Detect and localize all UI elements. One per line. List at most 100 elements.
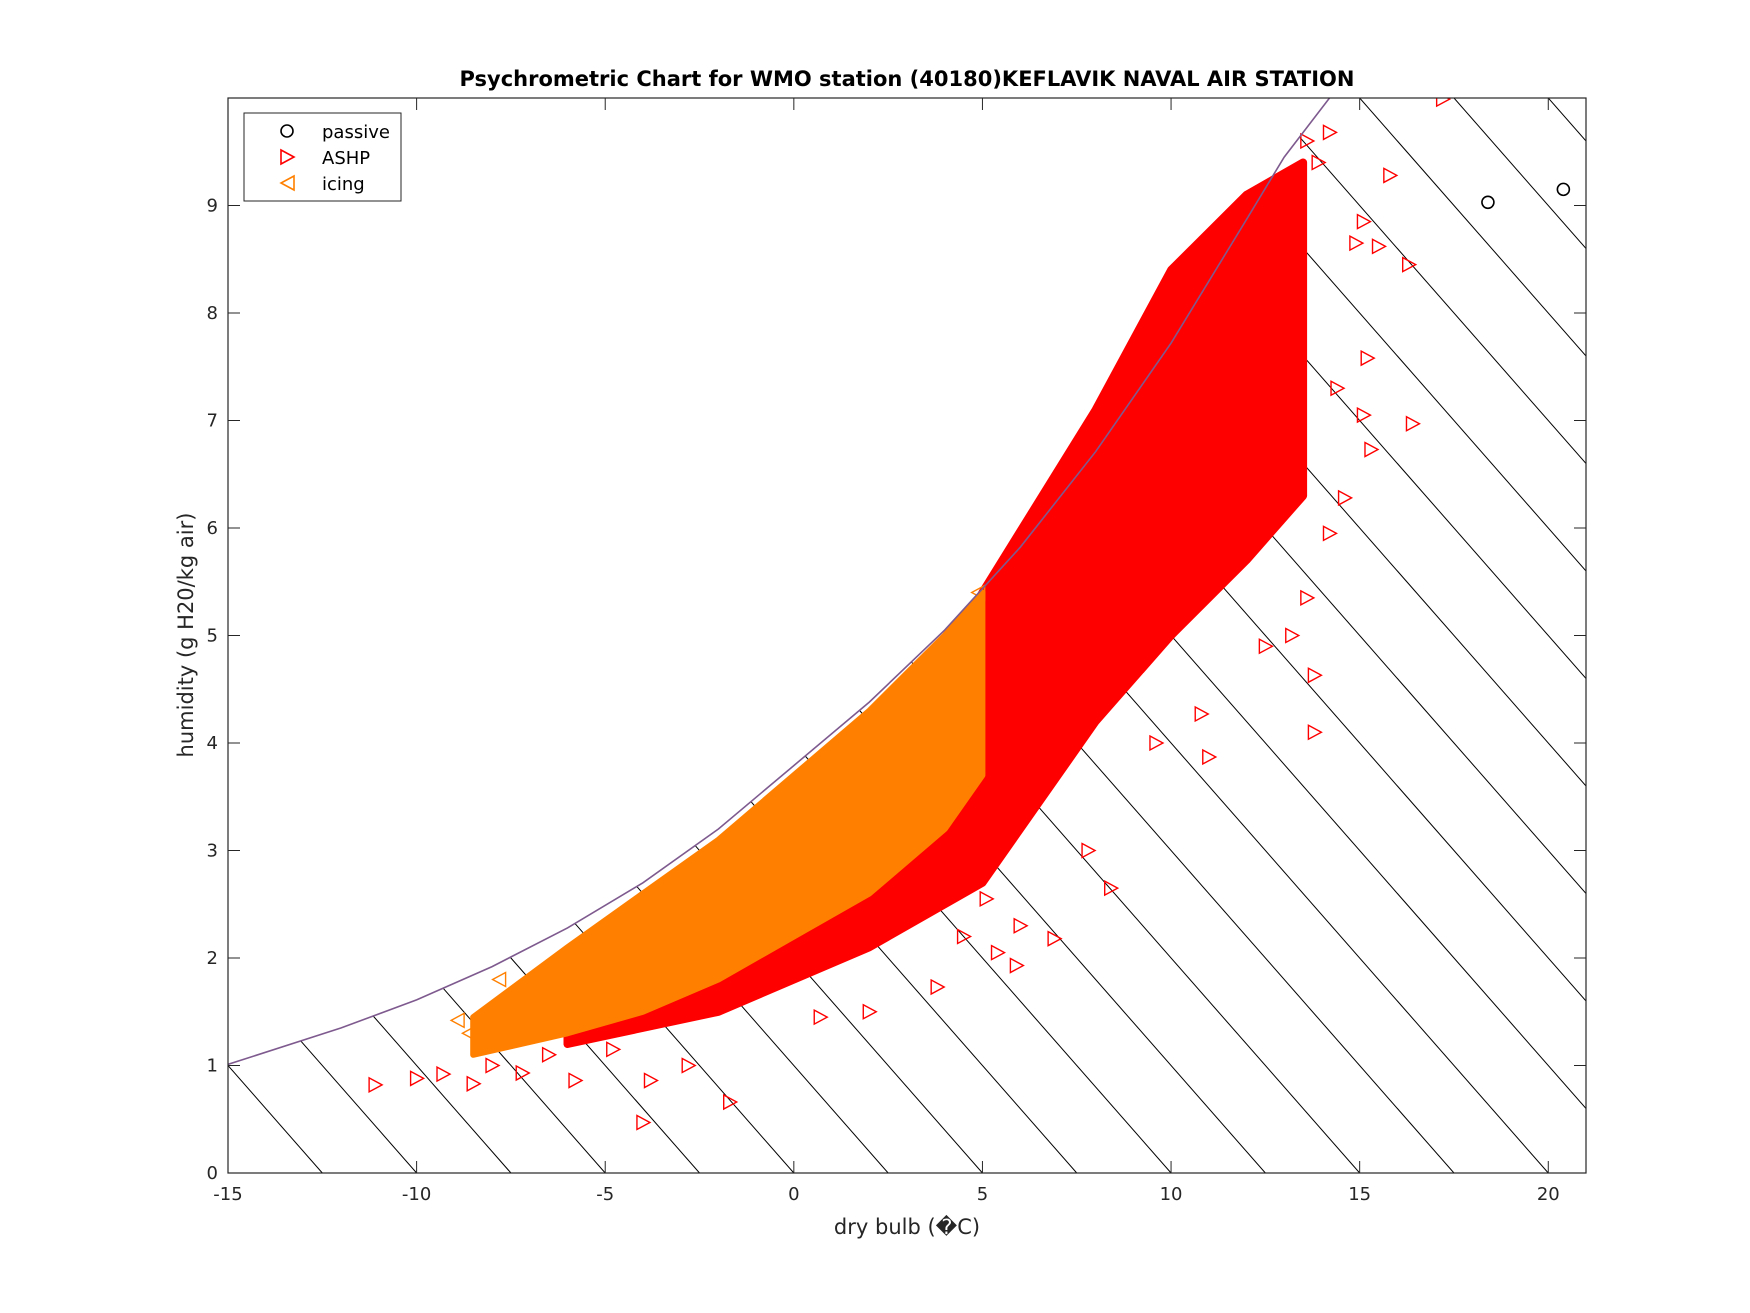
x-axis: -15 -10 -5 0 5 10 15 20 <box>213 98 1560 1205</box>
y-axis: 0 1 2 3 4 5 6 7 8 9 <box>207 196 1586 1184</box>
ashp-point <box>930 978 946 996</box>
enthalpy-line <box>1258 198 1586 572</box>
icing-dense-cloud <box>470 589 986 1058</box>
ashp-point <box>813 1008 829 1026</box>
enthalpy-line <box>1359 98 1586 357</box>
icing-point <box>487 1016 503 1033</box>
chart-title: Psychrometric Chart for WMO station (401… <box>459 67 1354 91</box>
y-tick-label: 6 <box>207 518 218 539</box>
ashp-point <box>1435 98 1452 108</box>
ashp-point <box>1258 638 1274 655</box>
ashp-point <box>643 1072 659 1089</box>
ashp-point <box>1300 132 1316 150</box>
ashp-point <box>1013 917 1029 934</box>
ashp-point <box>1307 667 1323 684</box>
y-tick-label: 2 <box>207 948 218 969</box>
icing-point <box>615 922 631 940</box>
legend-entry-ashp: ASHP <box>280 148 370 169</box>
ashp-point <box>466 1075 482 1092</box>
legend-box <box>243 112 402 202</box>
enthalpy-line <box>300 1040 417 1173</box>
y-tick-label: 7 <box>207 411 218 432</box>
ashp-point <box>568 1072 584 1089</box>
ashp-point <box>1364 441 1380 458</box>
legend: passive ASHP icing <box>243 112 402 202</box>
ashp-point <box>606 1041 622 1058</box>
icing-point <box>917 659 933 676</box>
ashp-point <box>723 1093 739 1111</box>
icing-point <box>762 820 778 838</box>
icing-point <box>834 740 850 757</box>
ashp-point <box>1371 238 1388 255</box>
icing-point <box>566 976 582 994</box>
passive-point <box>1481 195 1495 210</box>
ashp-point <box>1330 380 1346 397</box>
icing-point <box>460 1025 477 1042</box>
icing-point <box>679 883 695 900</box>
ashp-point <box>1383 167 1399 184</box>
ashp-point <box>1349 234 1365 252</box>
ashp-point <box>1285 627 1301 644</box>
icing-point <box>970 584 986 601</box>
ashp-point <box>409 1070 426 1087</box>
legend-marker-icing <box>279 174 295 192</box>
ashp-point <box>1202 748 1218 766</box>
y-tick-label: 4 <box>207 733 218 754</box>
ashp-point <box>1322 124 1338 141</box>
icing-point <box>491 971 507 988</box>
ashp-point <box>1081 842 1097 859</box>
ashp-point <box>485 1057 501 1074</box>
icing-point <box>728 836 744 854</box>
ashp-point <box>1149 734 1165 752</box>
ashp-point <box>1104 879 1120 897</box>
icing-point <box>653 896 669 913</box>
x-tick-label: 5 <box>977 1184 988 1205</box>
ashp-point <box>1194 705 1210 723</box>
ashp-point <box>1405 415 1421 432</box>
x-tick-label: -15 <box>213 1184 242 1205</box>
legend-label-passive: passive <box>322 122 390 143</box>
legend-label-ashp: ASHP <box>322 148 370 169</box>
icing-point <box>860 707 876 725</box>
legend-entry-passive: passive <box>280 122 390 143</box>
legend-marker-ashp <box>280 148 296 166</box>
y-tick-label: 9 <box>207 196 218 217</box>
passive-point <box>1556 182 1571 197</box>
ashp-point <box>436 1065 452 1083</box>
x-tick-label: 15 <box>1348 1184 1371 1205</box>
ashp-point <box>1360 349 1376 367</box>
ashp-point <box>862 1003 878 1020</box>
scatter-points <box>368 98 1571 1131</box>
ashp-point <box>1311 154 1327 171</box>
icing-point <box>536 998 552 1015</box>
ashp-point <box>1322 525 1338 542</box>
ashp-point <box>979 890 995 908</box>
x-tick-label: 0 <box>788 1184 799 1205</box>
ashp-point <box>1009 957 1025 974</box>
icing-point <box>513 1008 529 1026</box>
ashp-point <box>956 928 973 945</box>
x-tick-label: 20 <box>1537 1184 1560 1205</box>
ashp-point <box>1402 256 1418 273</box>
enthalpy-line <box>1220 261 1586 680</box>
icing-point <box>472 1035 488 1053</box>
icing-point <box>449 1012 465 1029</box>
enthalpy-line <box>228 1064 323 1173</box>
enthalpy-line <box>372 1015 512 1173</box>
ashp-point <box>1356 213 1372 230</box>
x-axis-label: dry bulb (�C) <box>834 1214 980 1239</box>
ashp-point <box>1337 489 1354 507</box>
ashp-point <box>1307 724 1323 741</box>
dense-point-clouds <box>470 158 1308 1058</box>
ashp-point <box>990 944 1007 961</box>
enthalpy-line <box>1453 98 1586 250</box>
y-tick-label: 8 <box>207 303 218 324</box>
x-tick-label: 10 <box>1160 1184 1183 1205</box>
legend-marker-passive <box>280 124 294 138</box>
y-tick-label: 5 <box>207 626 218 647</box>
icing-point <box>796 777 812 795</box>
plot-area <box>228 98 1586 1173</box>
x-tick-label: -5 <box>596 1184 614 1205</box>
enthalpy-line <box>1299 136 1586 465</box>
